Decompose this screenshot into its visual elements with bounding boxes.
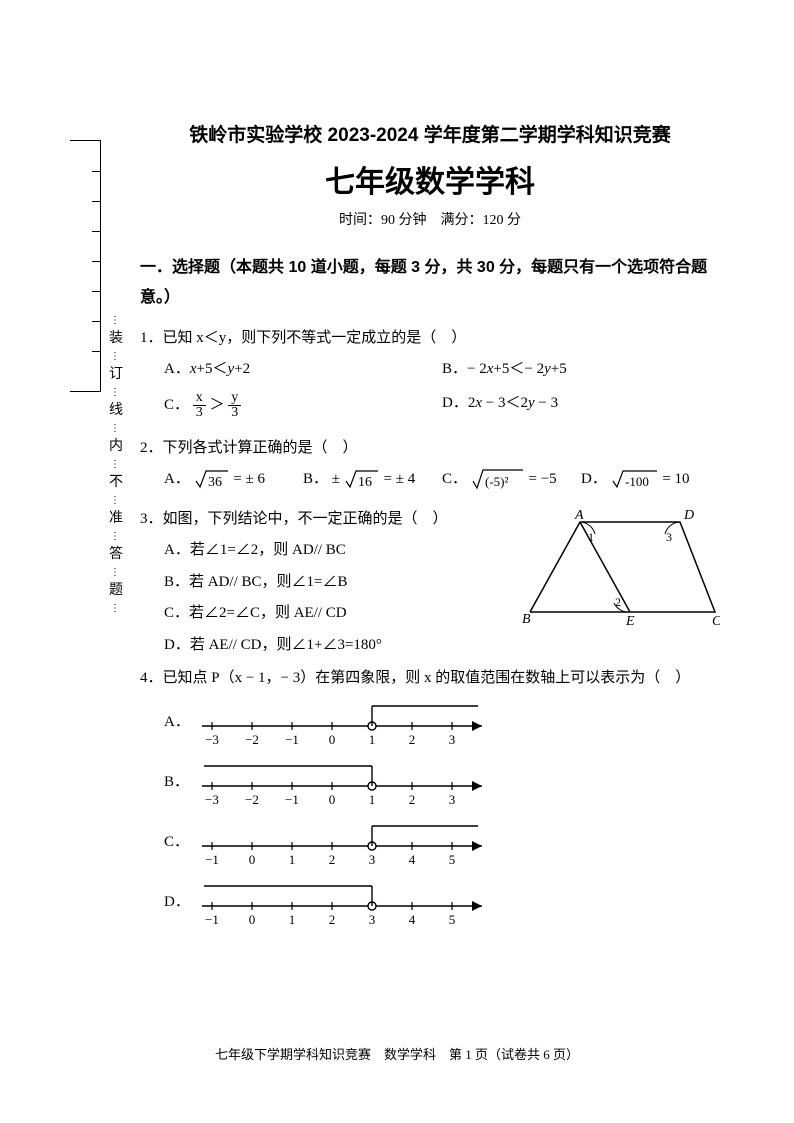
q4-option-d: D． −1012345 [140,878,720,928]
svg-text:5: 5 [449,912,456,927]
question-3: 3．如图，下列结论中，不一定正确的是（ ） A．若∠1=∠2，则 AD// BC… [140,507,720,659]
q1-option-b: B．− 2x+5＜− 2y+5 [442,357,720,383]
svg-text:2: 2 [409,792,416,807]
svg-text:2: 2 [329,912,336,927]
svg-text:3: 3 [369,852,376,867]
binding-char: 内 [106,440,126,454]
svg-text:0: 0 [249,852,256,867]
svg-text:4: 4 [409,912,416,927]
q2-option-d: D． -100 = 10 [581,467,720,493]
svg-text:3: 3 [369,912,376,927]
svg-text:3: 3 [666,530,672,544]
svg-text:−1: −1 [205,912,219,927]
svg-text:1: 1 [289,912,296,927]
svg-text:2: 2 [329,852,336,867]
q1-stem: 1．已知 x＜y，则下列不等式一定成立的是（ ） [140,326,720,352]
question-2: 2．下列各式计算正确的是（ ） A． 36 = ± 6 B． ± 16 = ± … [140,436,720,499]
svg-text:1: 1 [369,732,376,747]
q4-option-c: C． −1012345 [140,818,720,868]
question-1: 1．已知 x＜y，则下列不等式一定成立的是（ ） A．x+5＜y+2 B．− 2… [140,326,720,428]
binding-char: 题 [106,584,126,598]
svg-text:D: D [683,508,694,523]
binding-char: 不 [106,476,126,490]
svg-text:1: 1 [588,530,594,544]
svg-text:1: 1 [289,852,296,867]
binding-char: 准 [106,512,126,526]
binding-margin: ⋮ 装 ⋮ 订 ⋮ 线 ⋮ 内 ⋮ 不 ⋮ 准 ⋮ 答 ⋮ 题 ⋮ [70,140,130,940]
svg-text:-100: -100 [625,474,649,489]
page-content: 铁岭市实验学校 2023-2024 学年度第二学期学科知识竞赛 七年级数学学科 … [140,120,720,938]
binding-char: 答 [106,548,126,562]
svg-text:−1: −1 [205,852,219,867]
q1-option-a: A．x+5＜y+2 [164,357,442,383]
svg-text:1: 1 [369,792,376,807]
svg-text:2: 2 [615,595,621,609]
q4-option-a: A． −3−2−10123 [140,698,720,748]
q3-option-d: D．若 AE// CD，则∠1+∠3=180° [164,633,464,659]
svg-text:36: 36 [208,475,222,490]
svg-text:0: 0 [249,912,256,927]
svg-text:0: 0 [329,792,336,807]
page-footer: 七年级下学期学科知识竞赛 数学学科 第 1 页（试卷共 6 页） [0,1044,794,1063]
svg-text:−2: −2 [245,732,259,747]
svg-text:B: B [522,612,531,627]
q2-option-c: C． (-5)² = −5 [442,467,581,493]
svg-text:−2: −2 [245,792,259,807]
q2-option-b: B． ± 16 = ± 4 [303,467,442,493]
exam-subtitle: 时间：90 分钟 满分：120 分 [140,209,720,229]
q3-option-b: B．若 AD// BC，则∠1=∠B [164,570,464,596]
section-1-header: 一．选择题（本题共 10 道小题，每题 3 分，共 30 分，每题只有一个选项符… [140,253,720,314]
q3-option-a: A．若∠1=∠2，则 AD// BC [164,538,464,564]
svg-text:−3: −3 [205,792,219,807]
svg-text:−1: −1 [285,732,299,747]
binding-char: 线 [106,404,126,418]
binding-char: 装 [106,332,126,346]
binding-char: 订 [106,368,126,382]
svg-text:4: 4 [409,852,416,867]
question-4: 4．已知点 P（x − 1，− 3）在第四象限，则 x 的取值范围在数轴上可以表… [140,666,720,928]
q1-option-d: D．2x − 3＜2y − 3 [442,391,720,420]
numberline-a: −3 −2 −1 0 1 2 3 [192,698,512,748]
svg-text:C: C [712,614,720,627]
q4-option-b: B． −3−2−10123 [140,758,720,808]
svg-text:E: E [625,614,635,627]
binding-text: ⋮ 装 ⋮ 订 ⋮ 线 ⋮ 内 ⋮ 不 ⋮ 准 ⋮ 答 ⋮ 题 ⋮ [106,310,126,620]
numberline-c: −1 0 1 2 3 4 5 [192,818,512,868]
exam-title-line2: 七年级数学学科 [140,157,720,201]
svg-text:A: A [574,508,584,523]
q4-stem: 4．已知点 P（x − 1，− 3）在第四象限，则 x 的取值范围在数轴上可以表… [140,666,720,692]
exam-title-line1: 铁岭市实验学校 2023-2024 学年度第二学期学科知识竞赛 [140,120,720,147]
svg-text:3: 3 [449,732,456,747]
numberline-b: −3 −2 −1 0 1 2 3 [192,758,512,808]
q2-option-a: A． 36 = ± 6 [164,467,303,493]
q3-option-c: C．若∠2=∠C，则 AE// CD [164,601,464,627]
numberline-d: −1 0 1 2 3 4 5 [192,878,512,928]
svg-text:5: 5 [449,852,456,867]
svg-text:−3: −3 [205,732,219,747]
binding-ruler [70,140,101,392]
svg-text:0: 0 [329,732,336,747]
svg-text:2: 2 [409,732,416,747]
q1-option-c: C． x3 ＞ y3 [164,391,442,420]
svg-text:(-5)²: (-5)² [485,474,508,489]
svg-text:−1: −1 [285,792,299,807]
svg-text:16: 16 [358,475,372,490]
svg-text:3: 3 [449,792,456,807]
q2-stem: 2．下列各式计算正确的是（ ） [140,436,720,462]
q3-figure: A D B C E 1 2 3 [520,507,720,627]
